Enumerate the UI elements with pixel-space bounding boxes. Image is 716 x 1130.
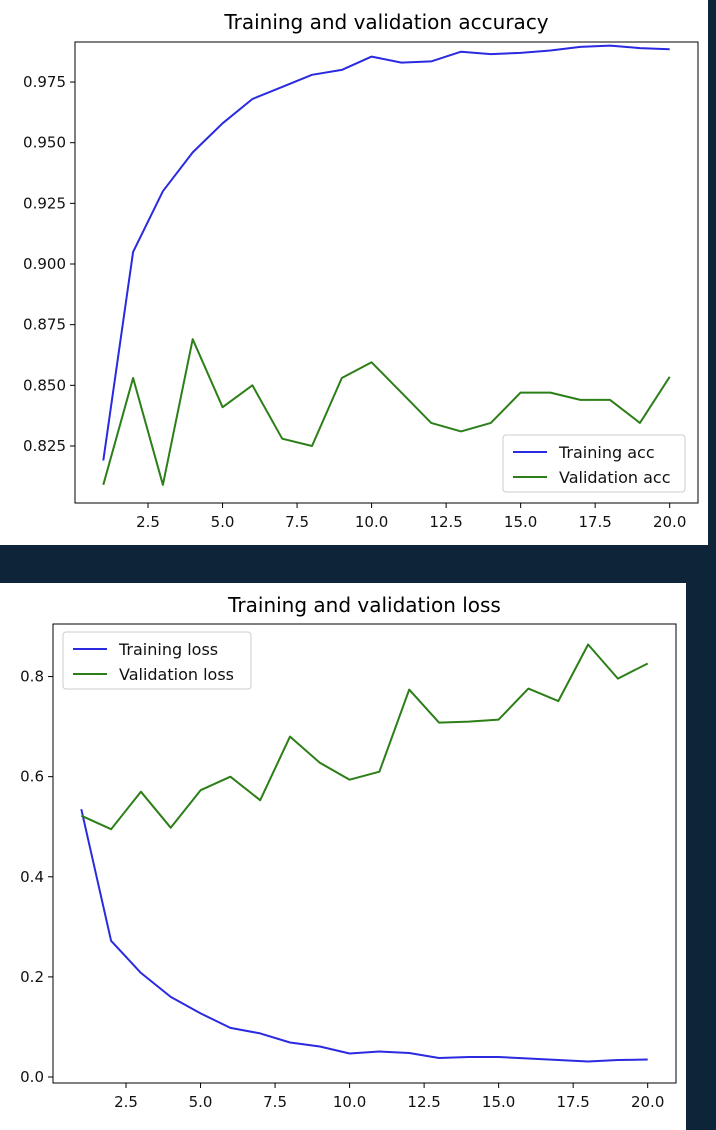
accuracy-axes-frame xyxy=(74,41,699,504)
accuracy-x-tick-label: 15.0 xyxy=(504,513,537,531)
loss-y-tick-label: 0.0 xyxy=(20,1068,44,1086)
accuracy-x-tick-label: 17.5 xyxy=(578,513,611,531)
loss-series-line-validation xyxy=(80,643,649,831)
accuracy-legend-box xyxy=(502,434,686,493)
loss-x-tick-label: 2.5 xyxy=(114,1093,138,1111)
loss-axes-frame xyxy=(52,623,677,1084)
loss-chart-panel: Training and validation loss 2.5 5.0 7.5 10.… xyxy=(0,583,686,1130)
loss-x-tick-label: 15.0 xyxy=(482,1093,515,1111)
accuracy-x-tick-label: 12.5 xyxy=(429,513,462,531)
loss-y-tick-label: 0.4 xyxy=(20,868,44,886)
accuracy-x-tick-label: 7.5 xyxy=(285,513,309,531)
loss-x-tick-label: 5.0 xyxy=(189,1093,213,1111)
accuracy-y-tick-label: 0.850 xyxy=(23,376,66,394)
accuracy-y-tick-label: 0.975 xyxy=(23,73,66,91)
accuracy-x-tick-label: 10.0 xyxy=(355,513,388,531)
loss-x-tick-label: 7.5 xyxy=(263,1093,287,1111)
loss-y-tick-label: 0.2 xyxy=(20,968,44,986)
accuracy-y-tick-label: 0.950 xyxy=(23,134,66,152)
loss-x-tick-label: 17.5 xyxy=(556,1093,589,1111)
loss-legend: Training loss Validation loss xyxy=(62,631,252,690)
accuracy-x-tick-label: 20.0 xyxy=(653,513,686,531)
loss-plot-area: Training and validation loss 2.5 5.0 7.5 10.… xyxy=(20,593,677,1111)
loss-chart: Training and validation loss 2.5 5.0 7.5 10.… xyxy=(20,593,677,1111)
loss-chart-title: Training and validation loss xyxy=(227,593,501,617)
accuracy-y-tick-label: 0.925 xyxy=(23,194,66,212)
accuracy-chart-panel: Training and validation accuracy 2.5 5.0 7.… xyxy=(0,0,708,545)
accuracy-chart: Training and validation accuracy 2.5 5.0 7.… xyxy=(23,10,699,531)
accuracy-x-tick-label: 2.5 xyxy=(136,513,160,531)
accuracy-y-tick-label: 0.875 xyxy=(23,316,66,334)
loss-x-tick-label: 20.0 xyxy=(631,1093,664,1111)
accuracy-legend: Training acc Validation acc xyxy=(502,434,686,493)
accuracy-x-tick-label: 5.0 xyxy=(211,513,235,531)
accuracy-chart-title: Training and validation accuracy xyxy=(223,10,548,34)
accuracy-plot-area: Training and validation accuracy 2.5 5.0 7.… xyxy=(23,10,699,531)
accuracy-y-tick-label: 0.825 xyxy=(23,437,66,455)
loss-legend-label: Validation loss xyxy=(119,665,234,684)
accuracy-legend-label: Validation acc xyxy=(559,468,671,487)
loss-legend-box xyxy=(62,631,252,690)
loss-y-tick-label: 0.8 xyxy=(20,668,44,686)
accuracy-legend-label: Training acc xyxy=(558,443,655,462)
loss-legend-label: Training loss xyxy=(118,640,218,659)
loss-y-tick-label: 0.6 xyxy=(20,768,44,786)
loss-x-tick-label: 12.5 xyxy=(407,1093,440,1111)
loss-series-line-training xyxy=(80,808,648,1063)
accuracy-series-line-training xyxy=(102,44,670,461)
loss-x-tick-label: 10.0 xyxy=(333,1093,366,1111)
accuracy-series-line-validation xyxy=(102,338,671,486)
accuracy-y-tick-label: 0.900 xyxy=(23,255,66,273)
